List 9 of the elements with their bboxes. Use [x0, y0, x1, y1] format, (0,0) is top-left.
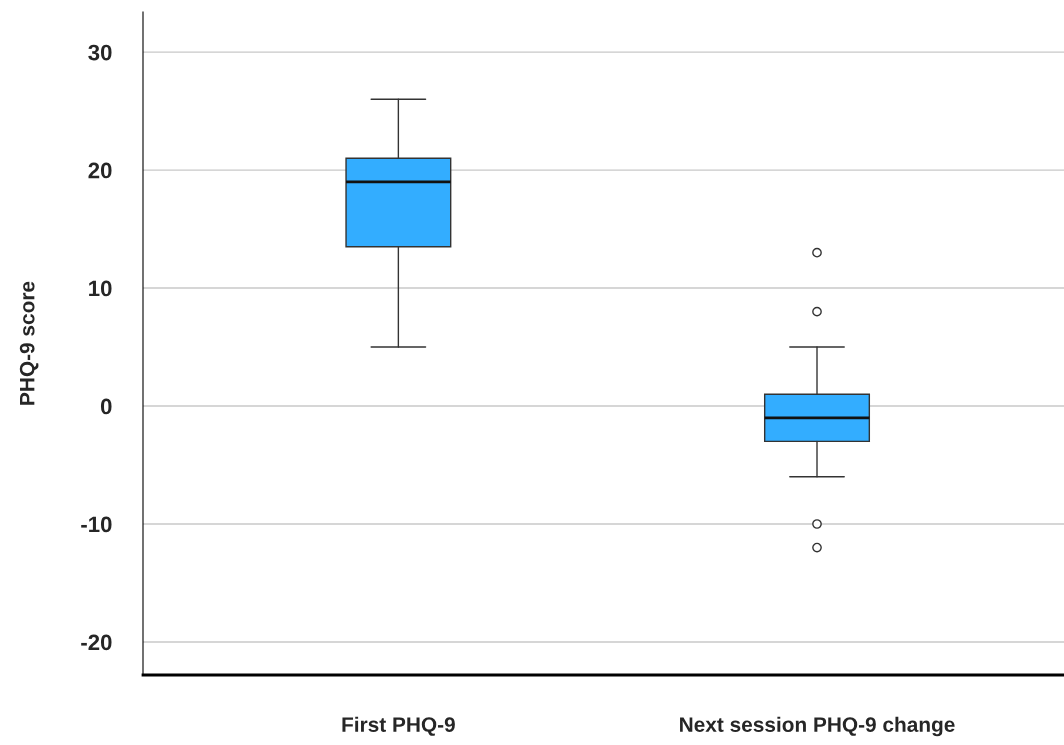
- y-tick-label: 30: [88, 44, 112, 61]
- y-tick-label: -20: [81, 634, 112, 651]
- y-tick-label: 0: [100, 398, 112, 415]
- y-tick-label: 10: [89, 280, 112, 297]
- x-tick-label: First PHQ-9: [342, 716, 455, 736]
- y-axis-title: PHQ-9 score: [19, 281, 39, 405]
- y-tick-label: -10: [81, 516, 112, 533]
- x-tick-label: Next session PHQ-9 change: [680, 716, 955, 737]
- y-tick-label: 20: [88, 162, 112, 179]
